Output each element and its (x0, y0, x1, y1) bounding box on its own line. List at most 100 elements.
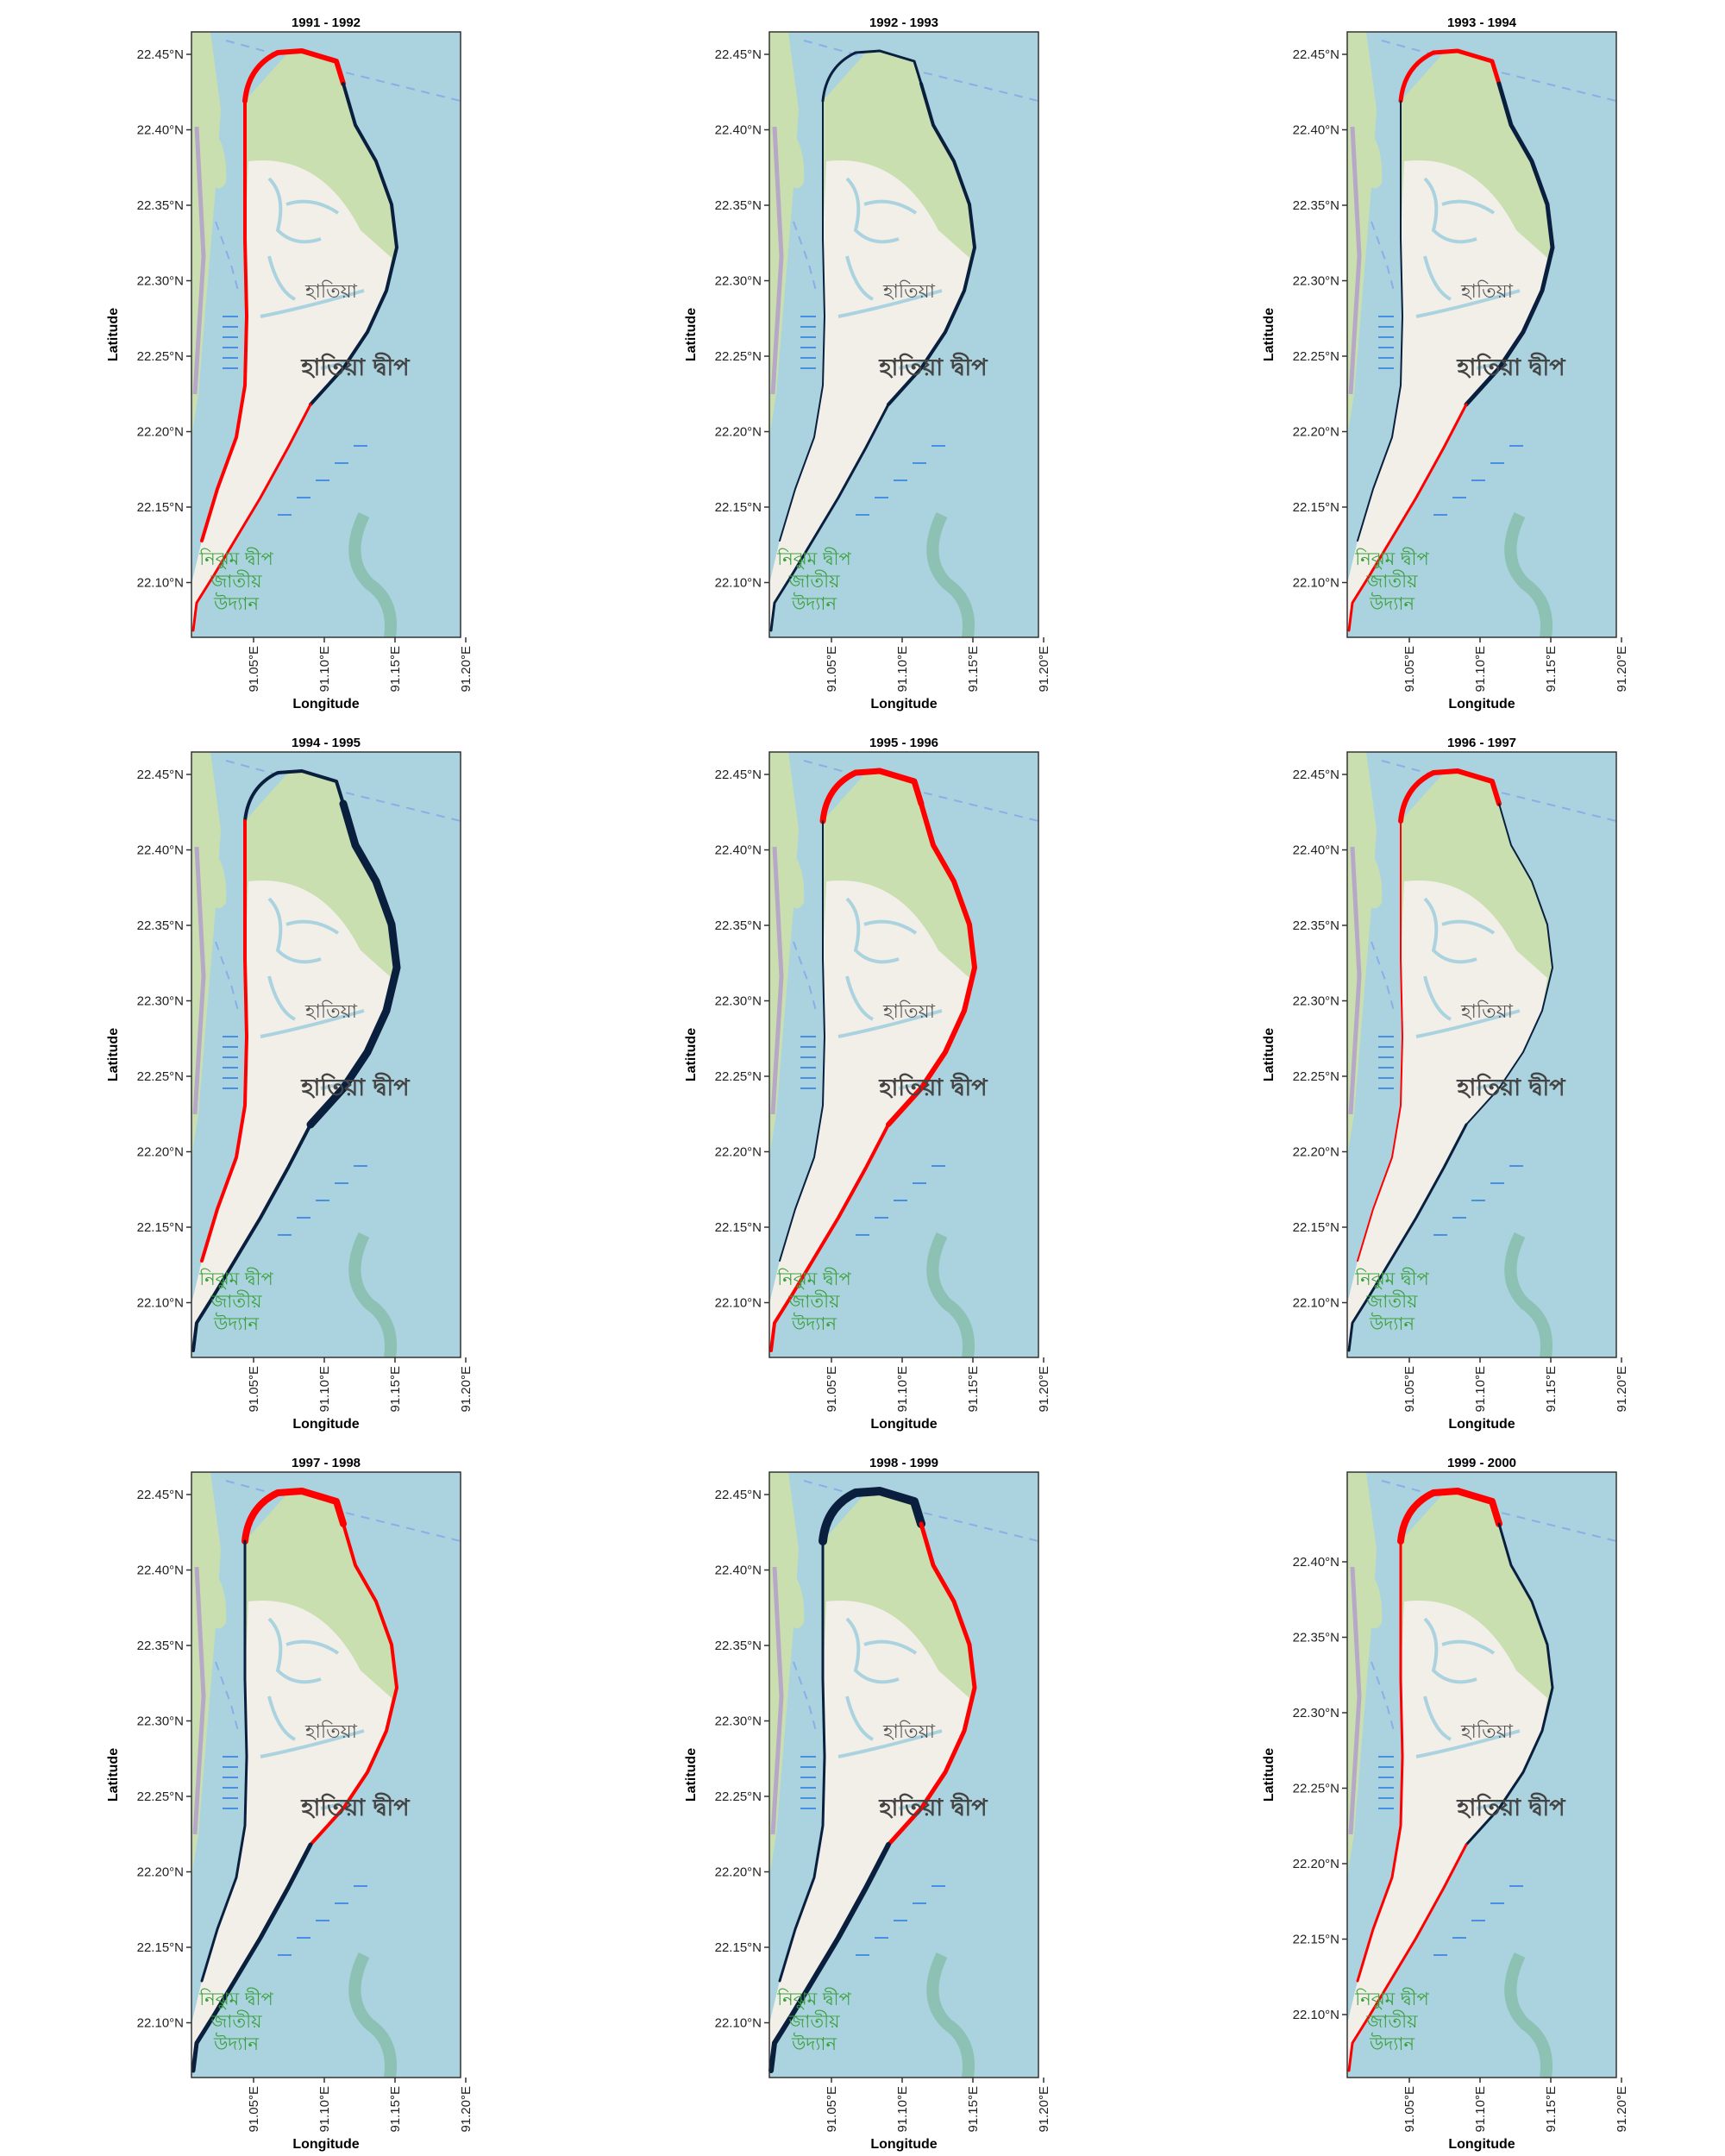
x-tick-label: 91.15°E (388, 1366, 403, 1413)
map-panel-svg: 1992 - 1993 হাতিয়া হাতিয়া দ্বীপ নিঝুম দ্ব… (684, 16, 1051, 711)
ferry-route (1371, 941, 1395, 1012)
y-tick-label: 22.30°N (1293, 1706, 1339, 1720)
x-tick-label: 91.10°E (895, 646, 910, 693)
accretion-line (1347, 1843, 1468, 2072)
x-tick-label: 91.05°E (1402, 1366, 1417, 1413)
map-area: হাতিয়া হাতিয়া দ্বীপ নিঝুম দ্বীপজাতীয়উদ্… (191, 31, 461, 638)
park-label: জাতীয় (210, 1290, 262, 1312)
erosion-line (779, 820, 825, 1262)
map-panel-svg: 1997 - 1998 হাতিয়া হাতিয়া দ্বীপ নিঝুম দ্ব… (106, 1456, 474, 2152)
tidal-creek (348, 511, 397, 638)
river-channel (845, 1695, 875, 1741)
map-frame (191, 31, 461, 638)
x-tick-label: 91.10°E (895, 2086, 910, 2133)
y-tick-label: 22.25°N (715, 1069, 762, 1084)
river-channel (845, 975, 875, 1021)
erosion-line (1357, 100, 1403, 542)
park-label: উদ্যান (791, 1313, 837, 1334)
x-tick-label: 91.05°E (247, 1366, 261, 1413)
river-channel (1415, 1729, 1521, 1758)
ferry-route (793, 221, 817, 291)
y-tick-label: 22.35°N (137, 918, 184, 933)
y-tick-label: 22.40°N (1293, 843, 1339, 858)
y-tick-label: 22.30°N (137, 994, 184, 1009)
panel-title: 1995 - 1996 (869, 736, 938, 750)
river-channel (260, 1729, 365, 1758)
park-label: নিঝুম দ্বীপ (1354, 1268, 1429, 1289)
accretion-line (242, 1488, 347, 1545)
river-channel (1423, 897, 1477, 964)
y-tick-label: 22.20°N (715, 1865, 762, 1880)
tidal-creek (926, 1232, 975, 1358)
island-land (769, 160, 969, 637)
map-area: হাতিয়া হাতিয়া দ্বীপ নিঝুম দ্বীপজাতীয়উদ্… (1346, 31, 1617, 638)
ferry-route (793, 1661, 817, 1732)
y-tick-label: 22.35°N (137, 198, 184, 213)
x-tick-label: 91.20°E (1037, 646, 1051, 693)
y-tick-label: 22.10°N (1293, 1296, 1339, 1311)
town-label: হাতিয়া (304, 1720, 358, 1743)
erosion-line (1465, 1522, 1554, 1846)
erosion-line (1465, 803, 1553, 1125)
x-tick-label: 91.10°E (317, 646, 332, 693)
river-channel (1441, 1639, 1496, 1655)
river-channel (1415, 1009, 1521, 1038)
map-frame (191, 1471, 461, 2078)
park-label: জাতীয় (787, 1290, 840, 1312)
accretion-line (1357, 820, 1403, 1262)
x-tick-label: 91.10°E (1473, 2086, 1488, 2133)
mainland-road (770, 1566, 784, 1835)
y-axis-label: Latitude (106, 1748, 121, 1802)
river-channel (267, 1617, 322, 1684)
y-tick-label: 22.45°N (715, 1488, 762, 1502)
y-tick-label: 22.10°N (1293, 576, 1339, 591)
erosion-line (821, 49, 923, 103)
x-tick-label: 91.20°E (1615, 1366, 1629, 1413)
x-tick-label: 91.10°E (1473, 646, 1488, 693)
map-frame (1346, 31, 1617, 638)
map-panel: 1996 - 1997 হাতিয়া হাতিয়া দ্বীপ নিঝুম দ্ব… (1156, 729, 1690, 1436)
x-tick-label: 91.10°E (895, 1366, 910, 1413)
panel-title: 1997 - 1998 (292, 1456, 361, 1470)
x-tick-label: 91.15°E (966, 2086, 981, 2133)
tidal-creek (348, 1952, 397, 2078)
y-tick-label: 22.15°N (1293, 1220, 1339, 1235)
y-tick-label: 22.40°N (137, 123, 184, 138)
x-axis-label: Longitude (292, 2137, 359, 2152)
y-tick-label: 22.35°N (1293, 918, 1339, 933)
river-channel (1423, 255, 1452, 301)
mainland-road (192, 846, 206, 1115)
y-tick-label: 22.30°N (715, 1714, 762, 1729)
y-tick-label: 22.40°N (1293, 1555, 1339, 1570)
ferry-route (215, 1661, 239, 1732)
map-frame (1346, 751, 1617, 1358)
y-tick-label: 22.20°N (1293, 425, 1339, 440)
island-land (191, 160, 392, 637)
river-channel (267, 177, 322, 244)
accretion-line (1398, 768, 1502, 824)
x-tick-label: 91.20°E (1615, 2086, 1629, 2133)
park-label: উদ্যান (213, 1313, 260, 1334)
y-tick-label: 22.25°N (137, 349, 184, 364)
island-land (1347, 160, 1547, 637)
river-channel (1476, 1061, 1539, 1090)
park-label: নিঝুম দ্বীপ (776, 548, 851, 569)
accretion-line (200, 819, 248, 1263)
y-tick-label: 22.30°N (715, 274, 762, 289)
accretion-line (1398, 48, 1502, 103)
erosion-line (1464, 81, 1555, 407)
x-tick-label: 91.05°E (1402, 2086, 1417, 2133)
accretion-line (242, 48, 346, 103)
x-tick-label: 91.05°E (1402, 646, 1417, 693)
erosion-line (887, 82, 976, 406)
y-tick-label: 22.30°N (137, 274, 184, 289)
map-area: হাতিয়া হাতিয়া দ্বীপ নিঝুম দ্বীপজাতীয়উদ্… (1346, 751, 1617, 1358)
y-tick-label: 22.25°N (137, 1069, 184, 1084)
river-channel (1476, 1781, 1539, 1810)
y-tick-label: 22.25°N (1293, 349, 1339, 364)
panel-title: 1998 - 1999 (869, 1456, 938, 1470)
map-area: হাতিয়া হাতিয়া দ্বীপ নিঝুম দ্বীপজাতীয়উদ্… (768, 1471, 1039, 2078)
y-tick-label: 22.35°N (1293, 1631, 1339, 1645)
y-tick-label: 22.25°N (1293, 1069, 1339, 1084)
erosion-line (200, 1539, 248, 1983)
